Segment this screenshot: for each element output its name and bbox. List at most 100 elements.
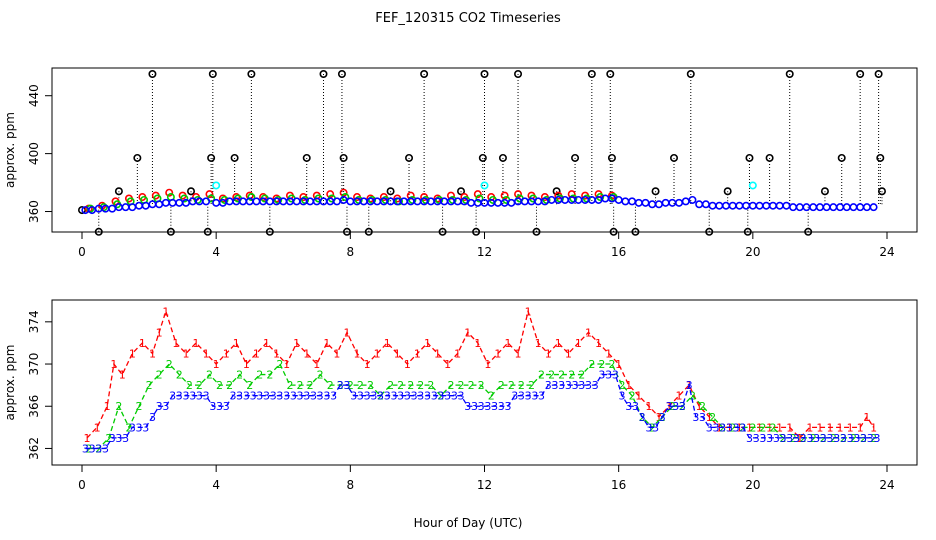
data-point-label: 3 (95, 442, 102, 455)
data-point-label: 1 (565, 347, 572, 360)
data-point-label: 3 (491, 400, 498, 413)
data-point-label: 3 (431, 390, 438, 403)
data-point-label: 2 (317, 369, 324, 382)
data-point (514, 190, 523, 199)
data-point (651, 187, 660, 196)
data-point-label: 3 (89, 442, 96, 455)
data-point-label: 2 (206, 369, 213, 382)
series-1: 1111111111111111111111111111111111111111… (84, 305, 878, 445)
series-line (85, 373, 877, 450)
data-point-label: 3 (323, 390, 330, 403)
data-point-label: 3 (531, 390, 538, 403)
data-point-label: 2 (246, 379, 253, 392)
x-axis-label: Hour of Day (UTC) (414, 516, 523, 530)
data-point-label: 1 (354, 347, 361, 360)
data-point (876, 153, 885, 162)
data-point (108, 204, 117, 213)
data-point-label: 3 (250, 390, 257, 403)
data-point (467, 198, 476, 207)
data-point (765, 153, 774, 162)
data-point (475, 194, 484, 203)
y-tick-label: 362 (27, 437, 41, 460)
data-point-label: 1 (343, 326, 350, 339)
data-point-label: 1 (776, 421, 783, 434)
data-point (849, 203, 858, 212)
data-point-label: 1 (104, 400, 111, 413)
data-point-label: 2 (468, 379, 475, 392)
data-point (532, 227, 541, 236)
data-point-label: 1 (156, 326, 163, 339)
data-point (695, 200, 704, 209)
data-point-label: 3 (780, 432, 787, 445)
data-point (542, 195, 551, 204)
data-point-label: 3 (370, 390, 377, 403)
data-point-label: 3 (659, 411, 666, 424)
data-point-label: 1 (665, 400, 672, 413)
data-point (208, 70, 217, 79)
data-point (133, 153, 142, 162)
data-point-label: 3 (639, 411, 646, 424)
data-point (165, 188, 174, 197)
data-point-label: 3 (840, 432, 847, 445)
data-point-label: 3 (317, 390, 324, 403)
data-point-label: 3 (458, 390, 465, 403)
data-point-label: 2 (115, 400, 122, 413)
data-point (681, 197, 690, 206)
data-point (299, 197, 308, 206)
series-3 (81, 194, 878, 215)
data-point-label: 2 (769, 421, 776, 434)
y-tick-label: 440 (27, 84, 41, 107)
data-point-label: 3 (726, 421, 733, 434)
data-point (631, 227, 640, 236)
data-point-label: 1 (193, 337, 200, 350)
data-point-label: 2 (286, 379, 293, 392)
data-point (661, 198, 670, 207)
x-tick-label: 20 (745, 245, 760, 259)
data-point (480, 70, 489, 79)
data-point-label: 3 (753, 432, 760, 445)
data-point-label: 3 (625, 400, 632, 413)
data-point (782, 201, 791, 210)
data-point (555, 194, 564, 203)
data-point-label: 2 (266, 369, 273, 382)
data-point (448, 195, 457, 204)
data-point (187, 187, 196, 196)
data-point-label: 1 (706, 411, 713, 424)
data-point (364, 227, 373, 236)
x-tick-label: 20 (745, 478, 760, 492)
data-point-label: 1 (816, 421, 823, 434)
data-point-label: 3 (209, 400, 216, 413)
data-point-label: 1 (94, 421, 101, 434)
data-point-label: 2 (478, 379, 485, 392)
data-point (721, 201, 730, 210)
x-tick-label: 16 (611, 245, 626, 259)
data-point (628, 197, 637, 206)
data-point (701, 200, 710, 209)
data-point-label: 3 (464, 400, 471, 413)
data-point (534, 197, 543, 206)
data-point (775, 201, 784, 210)
data-point-label: 3 (196, 390, 203, 403)
data-point (804, 227, 813, 236)
data-point-label: 3 (337, 379, 344, 392)
data-point-label: 3 (565, 379, 572, 392)
data-point-label: 1 (474, 337, 481, 350)
data-point-label: 3 (484, 400, 491, 413)
data-point (869, 203, 878, 212)
data-point-label: 3 (578, 379, 585, 392)
data-point-label: 3 (357, 390, 364, 403)
data-point-label: 1 (223, 347, 230, 360)
data-point-label: 3 (525, 390, 532, 403)
data-point-label: 1 (806, 421, 813, 434)
data-point-label: 1 (525, 305, 532, 318)
data-point-label: 2 (588, 358, 595, 371)
data-point-label: 1 (394, 347, 401, 360)
data-point-label: 3 (826, 432, 833, 445)
data-point-label: 1 (515, 347, 522, 360)
data-point-label: 1 (119, 369, 126, 382)
data-point-label: 2 (729, 421, 736, 434)
data-point (862, 203, 871, 212)
data-point (789, 203, 798, 212)
data-point (723, 187, 732, 196)
data-point (121, 203, 130, 212)
